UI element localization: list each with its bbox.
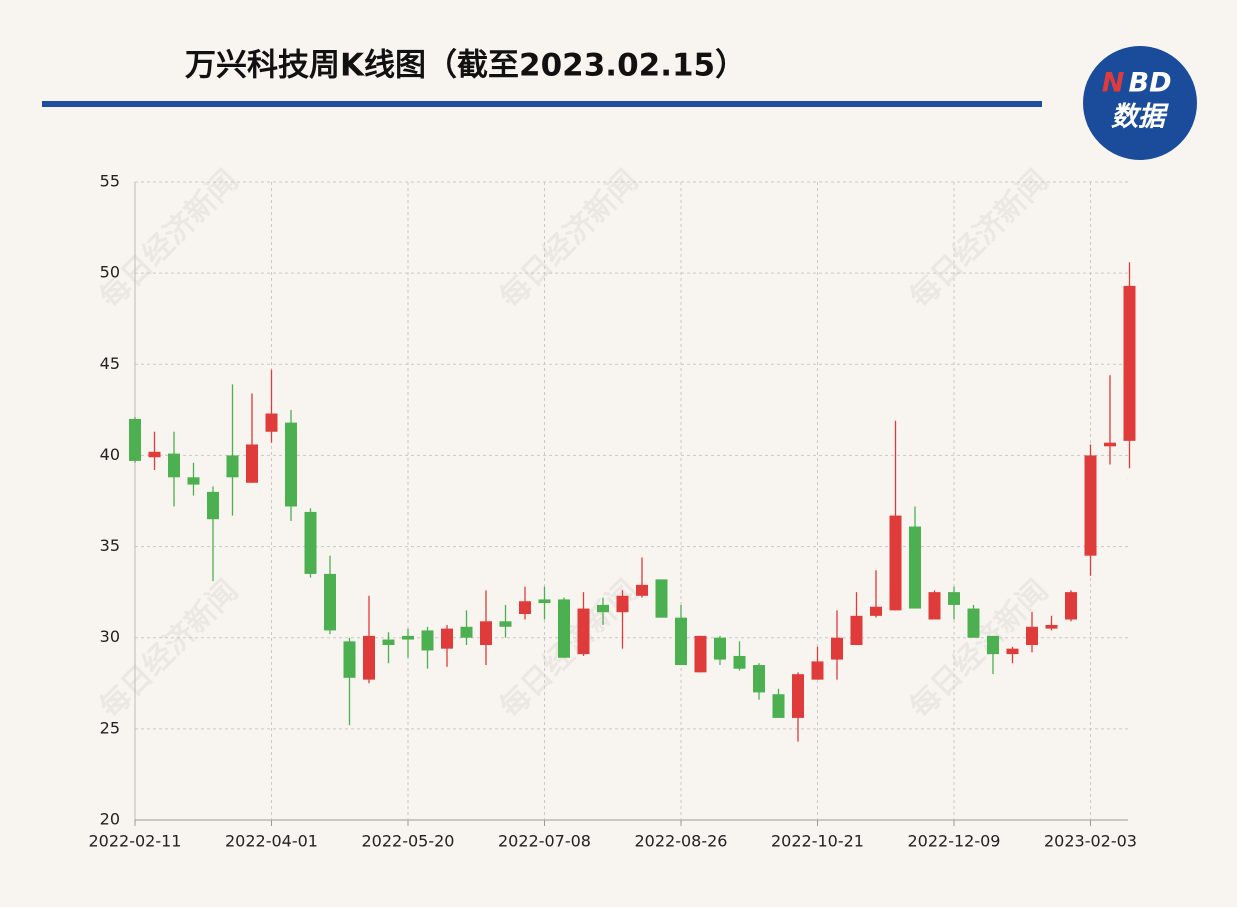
x-tick-label: 2023-02-03 — [1044, 832, 1137, 851]
title-rule — [42, 101, 1042, 107]
watermark: 每日经济新闻 — [93, 573, 245, 725]
candle-body — [753, 665, 765, 693]
candle-body — [265, 413, 278, 432]
x-tick-label: 2022-10-21 — [771, 832, 864, 851]
candle-body — [246, 444, 258, 483]
candle-body — [1123, 285, 1136, 441]
candle-body — [402, 635, 414, 640]
candle-body — [129, 418, 141, 461]
candle-body — [577, 608, 590, 655]
candle-body — [870, 606, 882, 616]
candle-body — [1084, 455, 1097, 556]
candle-body — [1026, 626, 1038, 646]
y-tick-label: 50 — [100, 263, 120, 282]
candle-body — [1104, 442, 1116, 447]
y-tick-label: 45 — [100, 354, 120, 373]
candle-body — [811, 661, 824, 680]
candle-body — [226, 455, 239, 478]
candle-body — [655, 579, 668, 618]
logo-label: 数据 — [1111, 102, 1169, 133]
candle-body — [889, 515, 902, 611]
candle-body — [324, 573, 336, 631]
candle-body — [967, 608, 980, 638]
candle-body — [597, 604, 609, 613]
x-tick-label: 2022-07-08 — [498, 832, 591, 851]
candle-body — [285, 422, 297, 507]
x-tick-label: 2022-08-26 — [635, 832, 728, 851]
y-tick-label: 30 — [100, 627, 120, 646]
logo-mark: N — [1102, 68, 1125, 99]
logo-mark: BD — [1129, 68, 1172, 99]
logo — [1083, 46, 1197, 160]
y-tick-label: 40 — [100, 445, 120, 464]
x-tick-label: 2022-05-20 — [362, 832, 455, 851]
candle-body — [480, 621, 492, 646]
x-tick-label: 2022-12-09 — [908, 832, 1001, 851]
candle-body — [343, 641, 356, 678]
candle-body — [558, 599, 570, 658]
candle-body — [792, 674, 804, 718]
watermark: 每日经济新闻 — [903, 163, 1055, 315]
candle-body — [207, 491, 219, 520]
candle-body — [363, 635, 375, 680]
candle-body — [850, 615, 863, 646]
candle-body — [733, 655, 746, 669]
chart-title: 万兴科技周K线图（截至2023.02.15） — [185, 48, 746, 84]
candle-body — [1045, 624, 1058, 629]
candle-body — [187, 477, 200, 485]
y-tick-label: 55 — [100, 172, 120, 191]
candle-body — [1065, 592, 1077, 620]
candle-body — [909, 526, 921, 609]
watermark: 每日经济新闻 — [493, 163, 645, 315]
candle-body — [1006, 648, 1019, 655]
candle-body — [441, 628, 453, 649]
candle-body — [168, 453, 180, 478]
x-tick-label: 2022-04-01 — [225, 832, 318, 851]
candle-body — [714, 637, 726, 660]
candle-body — [460, 626, 473, 638]
candle-body — [636, 584, 648, 596]
candle-body — [948, 592, 960, 605]
candle-body — [772, 694, 785, 718]
candle-body — [538, 599, 551, 604]
y-tick-label: 35 — [100, 536, 120, 555]
x-tick-label: 2022-02-11 — [89, 832, 182, 851]
candle-body — [304, 511, 317, 574]
candle-body — [928, 592, 941, 620]
candle-body — [519, 601, 531, 615]
candle-body — [499, 621, 512, 627]
candle-body — [382, 639, 395, 646]
candle-body — [694, 635, 707, 673]
candle-body — [616, 595, 629, 613]
candle-body — [421, 630, 434, 651]
y-tick-label: 20 — [100, 810, 120, 829]
candle-body — [987, 635, 999, 655]
candle-body — [675, 617, 687, 666]
y-tick-label: 25 — [100, 718, 120, 737]
candle-body — [148, 451, 161, 458]
candle-body — [831, 637, 843, 660]
